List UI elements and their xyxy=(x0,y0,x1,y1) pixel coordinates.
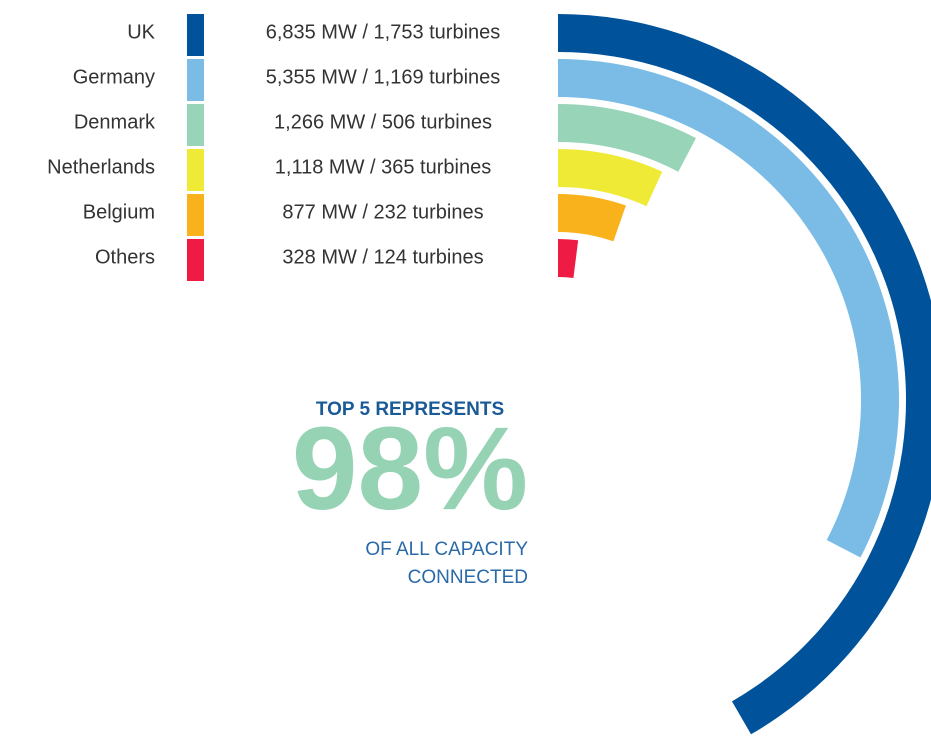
radial-bar xyxy=(558,239,579,278)
annotation-caption: OF ALL CAPACITY xyxy=(365,539,528,560)
legend-swatch xyxy=(187,149,204,191)
category-label: Netherlands xyxy=(47,156,155,178)
value-label: 877 MW / 232 turbines xyxy=(282,201,483,223)
annotation-value: 98% xyxy=(292,403,528,535)
radial-bar xyxy=(558,194,626,242)
annotation-title: TOP 5 REPRESENTS xyxy=(316,399,504,420)
category-label: Belgium xyxy=(83,201,155,223)
radial-bar xyxy=(558,59,899,558)
legend-swatch xyxy=(187,239,204,281)
legend-swatch xyxy=(187,104,204,146)
value-label: 5,355 MW / 1,169 turbines xyxy=(266,66,501,88)
category-label: Others xyxy=(95,246,155,268)
legend-swatch xyxy=(187,59,204,101)
value-label: 1,118 MW / 365 turbines xyxy=(275,156,491,178)
category-label: UK xyxy=(127,21,155,43)
value-label: 1,266 MW / 506 turbines xyxy=(274,111,492,133)
legend-swatch xyxy=(187,14,204,56)
value-label: 328 MW / 124 turbines xyxy=(282,246,483,268)
annotation-caption: CONNECTED xyxy=(408,567,528,588)
radial-bar xyxy=(558,149,663,207)
value-label: 6,835 MW / 1,753 turbines xyxy=(266,21,501,43)
category-label: Germany xyxy=(73,66,155,88)
legend-swatch xyxy=(187,194,204,236)
category-label: Denmark xyxy=(74,111,156,133)
radial-bar xyxy=(558,104,696,172)
